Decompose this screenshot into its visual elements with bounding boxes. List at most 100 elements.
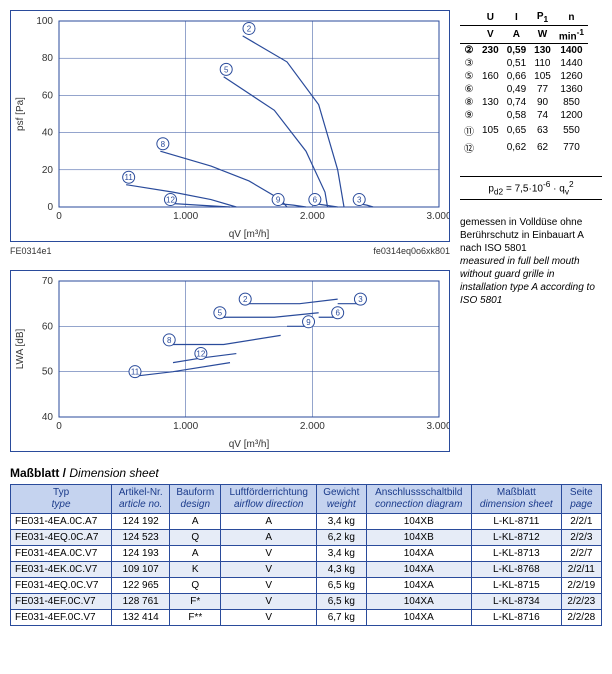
dim-cell: 109 107 [112, 562, 170, 578]
motor-row: ⑪ 105 0,65 63 550 [460, 122, 588, 139]
svg-text:2: 2 [247, 24, 252, 33]
dim-cell: FE031-4EQ.0C.V7 [11, 578, 112, 594]
dim-cell: 124 193 [112, 546, 170, 562]
pressure-chart: 01.0002.0003.000020406080100qV [m³/h]psf… [10, 10, 450, 242]
dim-cell: 104XA [366, 546, 471, 562]
motor-u [478, 83, 503, 96]
dim-cell: FE031-4EF.0C.V7 [11, 610, 112, 626]
dim-col-header: Artikel-Nr.article no. [112, 485, 170, 514]
dim-cell: FE031-4EA.0C.V7 [11, 546, 112, 562]
dim-col-header: Gewichtweight [317, 485, 366, 514]
chart1-caption: FE0314e1 fe0314eq0o6xk801 [10, 246, 450, 256]
dim-cell: 2/2/1 [561, 514, 601, 530]
svg-text:70: 70 [42, 276, 54, 287]
dim-col-header: Seitepage [561, 485, 601, 514]
motor-p: 63 [530, 122, 555, 139]
motor-row: ② 230 0,59 130 1400 [460, 44, 588, 58]
dim-cell: K [170, 562, 221, 578]
svg-text:20: 20 [42, 165, 54, 176]
motor-n: 770 [555, 139, 588, 156]
motor-p: 110 [530, 57, 555, 70]
dim-cell: 128 761 [112, 594, 170, 610]
svg-text:1.000: 1.000 [173, 421, 198, 432]
dim-cell: 2/2/19 [561, 578, 601, 594]
dimsheet-heading: Maßblatt / Dimension sheet [10, 466, 602, 480]
svg-text:0: 0 [47, 202, 53, 213]
formula: pd2 = 7,5·10-6 · qv2 [460, 176, 602, 199]
motor-u [478, 57, 503, 70]
motor-sym: ⑥ [460, 83, 478, 96]
dim-cell: L-KL-8713 [472, 546, 562, 562]
motor-sym: ⑫ [460, 139, 478, 156]
motor-p: 62 [530, 139, 555, 156]
dim-cell: 2/2/11 [561, 562, 601, 578]
dim-cell: 6,5 kg [317, 578, 366, 594]
dim-cell: V [221, 578, 317, 594]
svg-text:50: 50 [42, 367, 54, 378]
motor-p: 105 [530, 70, 555, 83]
svg-text:1.000: 1.000 [173, 211, 198, 222]
motor-n: 1400 [555, 44, 588, 58]
dim-cell: 124 523 [112, 530, 170, 546]
dim-cell: Q [170, 530, 221, 546]
motor-n: 550 [555, 122, 588, 139]
svg-text:0: 0 [56, 421, 62, 432]
svg-text:40: 40 [42, 128, 54, 139]
svg-text:5: 5 [224, 65, 229, 74]
dim-cell: A [170, 514, 221, 530]
chart1-caption-left: FE0314e1 [10, 246, 52, 256]
dim-col-header: Luftförderrichtungairflow direction [221, 485, 317, 514]
dim-row: FE031-4EF.0C.V7128 761F*V6,5 kg104XAL-KL… [11, 594, 602, 610]
motor-row: ⑥ 0,49 77 1360 [460, 83, 588, 96]
dim-cell: 132 414 [112, 610, 170, 626]
motor-p: 77 [530, 83, 555, 96]
dim-cell: L-KL-8716 [472, 610, 562, 626]
motor-p: 130 [530, 44, 555, 58]
motor-p: 74 [530, 109, 555, 122]
motor-table: UIP1n VAWmin-1 ② 230 0,59 130 1400 ③ 0,5… [460, 10, 588, 156]
motor-u [478, 109, 503, 122]
dim-cell: A [170, 546, 221, 562]
dim-cell: 4,3 kg [317, 562, 366, 578]
motor-n: 1260 [555, 70, 588, 83]
dimsheet-heading-de: Maßblatt [10, 466, 59, 480]
dim-cell: L-KL-8734 [472, 594, 562, 610]
dim-cell: V [221, 546, 317, 562]
motor-sym: ⑪ [460, 122, 478, 139]
motor-i: 0,62 [503, 139, 530, 156]
svg-text:100: 100 [36, 16, 53, 27]
dim-row: FE031-4EK.0C.V7109 107KV4,3 kg104XAL-KL-… [11, 562, 602, 578]
dim-cell: 3,4 kg [317, 514, 366, 530]
dimension-sheet-table: TyptypeArtikel-Nr.article no.Bauformdesi… [10, 484, 602, 626]
svg-text:3: 3 [358, 295, 363, 304]
dim-row: FE031-4EQ.0C.A7124 523QA6,2 kg104XBL-KL-… [11, 530, 602, 546]
dim-cell: 2/2/7 [561, 546, 601, 562]
dim-cell: 2/2/28 [561, 610, 601, 626]
svg-text:5: 5 [218, 309, 223, 318]
svg-text:qV [m³/h]: qV [m³/h] [229, 439, 270, 450]
motor-u: 160 [478, 70, 503, 83]
dim-cell: 124 192 [112, 514, 170, 530]
svg-text:12: 12 [196, 350, 205, 359]
motor-u: 105 [478, 122, 503, 139]
svg-text:9: 9 [306, 318, 311, 327]
dim-cell: V [221, 610, 317, 626]
dim-cell: 6,2 kg [317, 530, 366, 546]
note-de: gemessen in Volldüse ohne Berührschutz i… [460, 217, 583, 254]
sound-chart: 01.0002.0003.00040506070qV [m³/h]LWA [dB… [10, 270, 450, 452]
svg-text:8: 8 [161, 140, 166, 149]
dim-row: FE031-4EA.0C.V7124 193AV3,4 kg104XAL-KL-… [11, 546, 602, 562]
motor-i: 0,58 [503, 109, 530, 122]
dim-col-header: Bauformdesign [170, 485, 221, 514]
motor-i: 0,74 [503, 96, 530, 109]
motor-sym: ⑨ [460, 109, 478, 122]
svg-text:9: 9 [276, 196, 281, 205]
chart1-caption-right: fe0314eq0o6xk801 [373, 246, 450, 256]
svg-text:40: 40 [42, 412, 54, 423]
dim-cell: 6,7 kg [317, 610, 366, 626]
svg-text:2: 2 [243, 295, 248, 304]
motor-n: 850 [555, 96, 588, 109]
motor-row: ⑧ 130 0,74 90 850 [460, 96, 588, 109]
dim-cell: 122 965 [112, 578, 170, 594]
motor-row: ⑫ 0,62 62 770 [460, 139, 588, 156]
